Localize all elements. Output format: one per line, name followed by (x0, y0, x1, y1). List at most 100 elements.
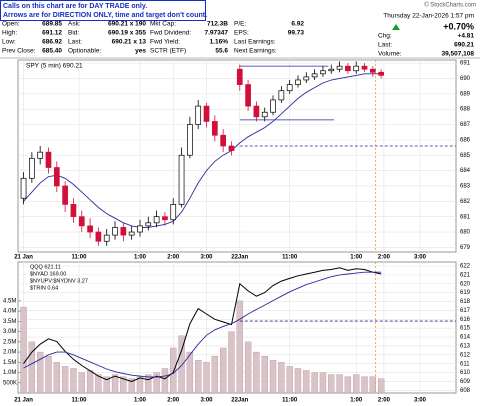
volume-tick-label: 3.0M (3, 329, 16, 335)
overlay-label: QQQ 621.11 (30, 264, 61, 270)
notice-line: Calls on this chart are for DAY TRADE on… (3, 3, 147, 10)
volume-bar (178, 335, 185, 394)
candle-body (145, 222, 152, 227)
volume-bar (170, 347, 177, 394)
volume-bar (311, 372, 318, 394)
volume-bar (253, 351, 260, 394)
quote-value: 686.92 (42, 39, 62, 46)
candle-body (95, 231, 102, 242)
quote-label: Mkt Cap: (150, 21, 176, 28)
volume-bar (319, 372, 327, 394)
quote-value: +4.81 (458, 33, 475, 40)
y-tick-label: 611 (460, 361, 470, 367)
candle-body (153, 216, 160, 224)
candle-body (278, 90, 285, 101)
x-tick-label: 2:00 (167, 398, 180, 404)
volume-bar (303, 370, 310, 394)
volume-bar (228, 331, 235, 394)
quote-label: Last: (378, 42, 392, 49)
quote-value: 55.6 (215, 48, 228, 55)
y-tick-label: 689 (460, 91, 471, 97)
candle-body (112, 227, 118, 236)
volume-bar (211, 356, 218, 394)
x-tick-label: 2:00 (167, 255, 180, 261)
x-tick-label: 21 Jan (14, 398, 33, 404)
candle-body (70, 204, 77, 218)
volume-tick-label: 1.0M (3, 370, 16, 376)
y-tick-label: 618 (460, 299, 471, 305)
candle-body (378, 71, 385, 76)
candle-body (228, 145, 235, 151)
volume-tick-label: 2.0M (3, 350, 16, 356)
y-tick-label: 687 (460, 122, 471, 128)
quote-label: Chg: (378, 33, 392, 40)
quote-value: 1.16% (210, 39, 229, 46)
volume-bar (361, 376, 368, 394)
quote-value: 685.40 (42, 48, 62, 55)
x-tick-label: 2:00 (378, 398, 391, 404)
volume-bar (353, 374, 360, 394)
candle-body (369, 68, 376, 73)
y-tick-label: 622 (460, 264, 471, 270)
quote-value: 691.12 (42, 30, 62, 37)
quote-label: Volume: (378, 51, 402, 58)
quote-value: 712.3B (207, 21, 228, 28)
price-panel-frame (17, 59, 457, 253)
quote-label: Next Earnings: (234, 48, 277, 55)
quote-value: 689.85 (42, 21, 62, 28)
overlay-label: $NYUPV:$NYDNV 3.27 (30, 278, 88, 284)
overlay-label: $TRIN 0.64 (30, 285, 58, 291)
x-tick-label: 21 Jan (14, 255, 33, 261)
candle-body (220, 134, 226, 147)
y-tick-label: 679 (460, 245, 471, 251)
volume-bar (161, 368, 169, 394)
y-tick-label: 619 (460, 290, 471, 296)
volume-bar (111, 374, 119, 394)
quote-label: EPS: (234, 30, 249, 37)
quote-label: Optionable: (68, 48, 101, 55)
y-tick-label: 681 (460, 214, 471, 220)
quote-value: 690.21 (454, 42, 474, 49)
volume-bar (294, 368, 302, 394)
quote-value: 690.21 x 13 (112, 39, 147, 46)
candle-body (236, 68, 243, 85)
candle-body (361, 65, 368, 70)
y-tick-label: 617 (460, 308, 471, 314)
volume-bar (153, 372, 160, 394)
candle-body (103, 234, 110, 242)
quote-label: Ask: (68, 21, 81, 28)
volume-bar (336, 374, 343, 394)
volume-bar (37, 351, 44, 394)
quote-datetime: Thursday 22-Jan-2026 1:57 pm (383, 13, 474, 20)
notice-box (0, 0, 206, 21)
volume-bar (203, 362, 210, 394)
y-tick-label: 684 (460, 168, 471, 174)
x-tick-label: 1:00 (134, 398, 147, 404)
candle-body (286, 84, 293, 92)
candle-body (303, 76, 310, 81)
volume-bar (28, 341, 36, 394)
candle-body (295, 79, 301, 85)
candle-body (253, 105, 260, 118)
y-tick-label: 688 (460, 107, 471, 113)
candle-body (162, 216, 168, 221)
quote-label: Low: (2, 39, 16, 46)
quote-value: 39,507,108 (441, 51, 474, 58)
volume-tick-label: 2.5M (3, 339, 16, 345)
candle-body (37, 151, 44, 159)
quote-value: 6.92 (291, 21, 304, 28)
y-tick-label: 682 (460, 199, 471, 205)
volume-tick-label: 1.5M (3, 360, 16, 366)
volume-bar (378, 378, 385, 394)
volume-bar (136, 376, 144, 394)
quote-label: Last Earnings: (234, 39, 276, 46)
overlay-label: $NYAD 169.00 (30, 271, 66, 277)
y-tick-label: 615 (460, 326, 471, 332)
volume-bar (244, 341, 252, 394)
volume-bar (95, 374, 102, 394)
candle-body (87, 225, 93, 233)
x-tick-label: 22Jan (231, 398, 248, 404)
quote-label: Fwd Yield: (150, 39, 180, 46)
candle-body (328, 68, 335, 72)
y-tick-label: 621 (460, 272, 471, 278)
